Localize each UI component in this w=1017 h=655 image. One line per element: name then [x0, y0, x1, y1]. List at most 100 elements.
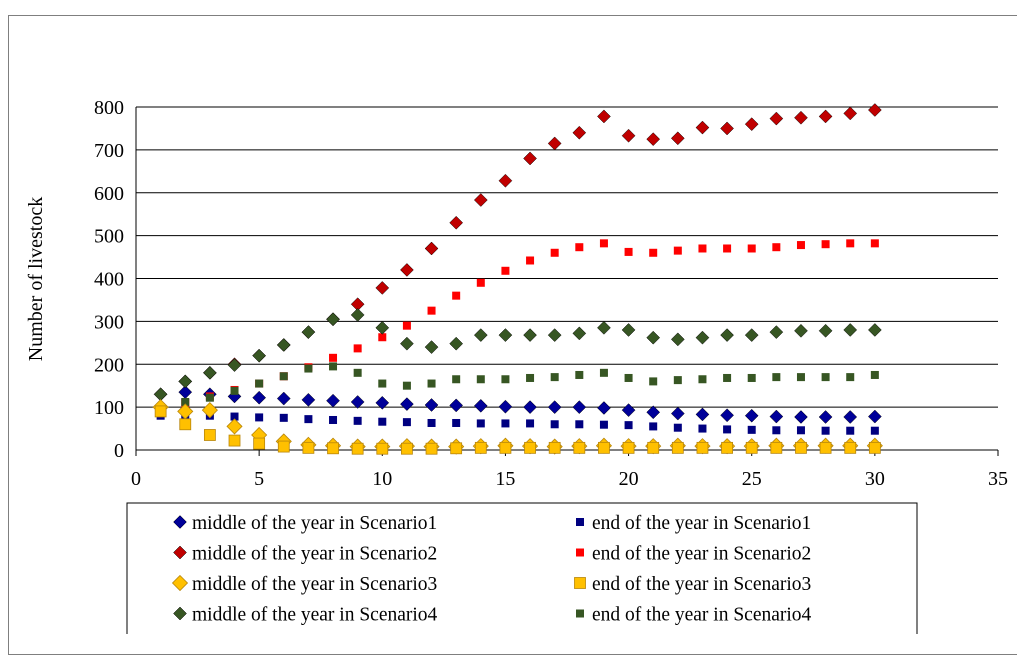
data-point	[624, 247, 633, 256]
y-tick-labels: 0 100 200 300 400 500 600 700 800	[94, 97, 124, 462]
data-point	[548, 441, 561, 454]
data-point	[498, 399, 513, 414]
data-point	[772, 426, 781, 435]
legend-marker	[173, 515, 187, 529]
data-point	[474, 441, 487, 454]
data-point	[427, 379, 436, 388]
x-tick-label: 35	[988, 468, 1008, 490]
data-point	[846, 239, 855, 248]
data-point	[375, 281, 390, 295]
data-point	[794, 323, 808, 338]
data-point	[794, 110, 808, 125]
data-point	[698, 244, 707, 253]
data-point	[547, 400, 562, 414]
data-point	[646, 330, 661, 345]
data-point	[821, 373, 830, 382]
y-tick-label: 300	[94, 311, 124, 333]
data-point	[227, 358, 242, 372]
data-point	[181, 397, 190, 406]
data-point	[427, 306, 436, 315]
data-point	[621, 323, 636, 337]
legend-entry: end of the year in Scenario4	[592, 605, 812, 626]
axes	[135, 107, 999, 456]
gridlines	[136, 106, 998, 408]
data-point	[821, 240, 830, 249]
data-point	[449, 215, 464, 230]
data-point	[226, 418, 243, 435]
data-point	[375, 395, 390, 410]
y-tick-label: 700	[94, 140, 124, 162]
data-point	[304, 415, 313, 424]
data-point	[301, 392, 316, 407]
data-point	[400, 336, 414, 351]
data-point	[698, 375, 707, 384]
data-point	[598, 441, 610, 454]
x-tick-label: 30	[865, 468, 885, 490]
data-point	[868, 103, 882, 117]
data-point	[747, 373, 756, 382]
data-point	[573, 441, 586, 454]
y-tick-label: 400	[94, 269, 124, 291]
data-point	[575, 370, 584, 379]
data-point	[450, 442, 463, 455]
data-point	[721, 441, 733, 454]
data-point	[473, 193, 488, 207]
data-point	[649, 248, 658, 257]
data-point	[476, 375, 485, 384]
data-point	[843, 106, 858, 121]
data-point	[796, 426, 805, 435]
data-point	[230, 412, 239, 421]
data-point	[695, 330, 710, 345]
legend-marker	[576, 518, 584, 526]
data-point	[473, 328, 488, 342]
legend-marker	[574, 577, 586, 589]
data-point	[572, 400, 587, 414]
data-point	[846, 426, 855, 435]
data-point	[252, 348, 266, 363]
data-point	[720, 408, 734, 423]
data-point	[769, 409, 784, 424]
data-point	[547, 136, 562, 151]
data-point	[452, 375, 461, 384]
data-point	[772, 243, 781, 252]
data-point	[624, 421, 633, 430]
data-point	[818, 410, 833, 424]
y-tick-label: 500	[94, 226, 124, 248]
data-point	[523, 328, 537, 342]
series-4	[156, 239, 879, 412]
data-point	[696, 441, 709, 454]
series-7	[153, 308, 882, 402]
data-point	[843, 323, 858, 337]
data-point	[794, 410, 808, 424]
data-point	[327, 442, 339, 455]
data-point	[796, 373, 805, 382]
data-point	[870, 370, 879, 379]
y-tick-label: 100	[94, 397, 124, 419]
data-point	[575, 420, 584, 429]
data-point	[624, 373, 633, 382]
data-point	[501, 375, 510, 384]
legend-entry: middle of the year in Scenario1	[192, 513, 437, 534]
data-point	[424, 241, 439, 256]
data-point	[599, 239, 608, 248]
legend: middle of the year in Scenario1 end of th…	[126, 502, 918, 634]
legend-entry: middle of the year in Scenario2	[192, 544, 437, 565]
x-tick-labels: 0 5 10 15 20 25 30 35	[131, 468, 1008, 490]
data-point	[476, 419, 485, 428]
series-6	[154, 405, 881, 455]
data-point	[326, 312, 340, 327]
data-point	[723, 373, 732, 382]
data-point	[572, 326, 587, 341]
data-point	[695, 407, 710, 422]
data-point	[769, 325, 784, 339]
data-point	[550, 248, 559, 257]
x-tick-label: 5	[254, 468, 264, 490]
data-point	[673, 246, 682, 255]
data-point	[498, 328, 513, 342]
data-point	[378, 333, 387, 342]
data-point	[279, 372, 288, 381]
data-point	[673, 423, 682, 432]
data-point	[599, 368, 608, 377]
data-point	[376, 442, 389, 455]
data-point	[402, 418, 411, 427]
